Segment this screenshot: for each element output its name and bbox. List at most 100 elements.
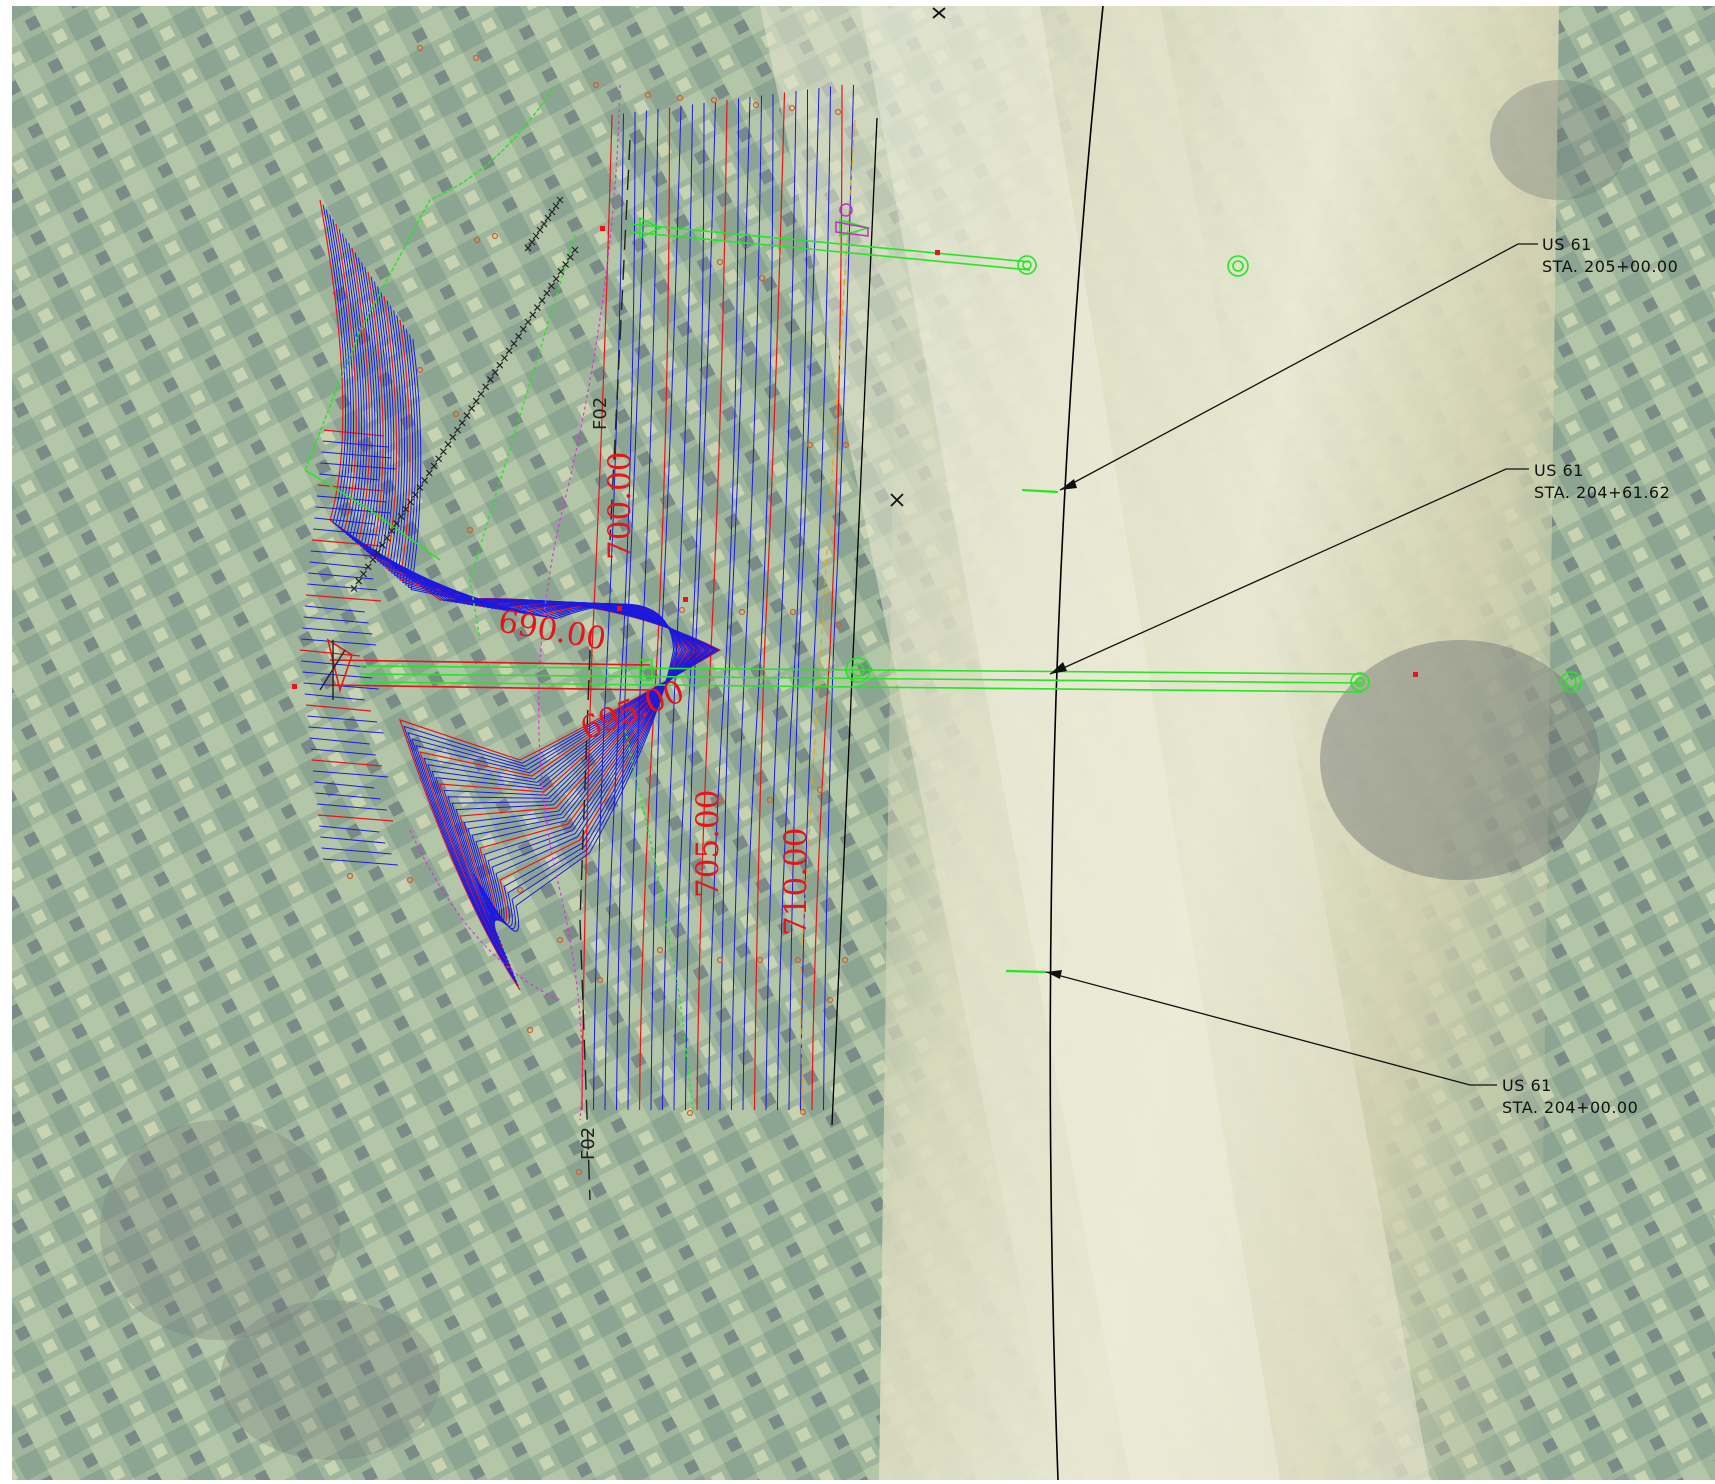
riprap-mark [454,426,461,434]
utility-symbols [835,203,869,237]
riprap-mark [430,462,438,470]
riprap-mark [515,332,523,340]
contour-line [338,228,712,967]
station-ticks [1005,488,1059,974]
riprap-mark [350,584,358,592]
callout-station-1: STA. 205+00.00 [1542,257,1678,276]
riprap-mark [374,548,382,556]
easement-line [799,119,856,1111]
riprap-mark [411,491,419,499]
riprap-mark [496,361,504,369]
contour-line [322,204,720,987]
riprap-mark [402,505,410,513]
alignment-label-f02-north: F02 [590,397,611,430]
riprap-mark [552,275,560,283]
survey-point [806,441,814,449]
riprap-mark [548,282,555,290]
riprap-mark [532,232,540,240]
headwall-structure [326,638,651,693]
grading-limit-lines [409,84,621,1121]
riprap-mark [543,289,551,297]
contour-line [311,759,383,767]
callout-station-2: STA. 204+61.62 [1534,483,1670,502]
riprap-mark [458,419,466,427]
riprap-mark [548,208,556,216]
survey-point [826,996,834,1004]
riprap-mark [524,318,532,326]
survey-point [575,1168,583,1176]
riprap-mark [416,484,424,492]
aerial-photo-background [12,6,1715,1480]
contour-line [302,627,373,635]
survey-point [466,526,474,534]
riprap-mark [524,244,532,252]
survey-point [452,410,460,418]
contour-line [302,671,373,679]
contour-line [313,528,379,536]
riprap-mark [439,448,447,456]
contour-line [314,517,375,525]
riprap-mark [556,196,564,204]
riprap-mark [536,226,544,234]
survey-point [738,608,746,616]
survey-point [756,956,764,964]
riprap-mark [562,260,570,268]
contour-line [310,550,386,558]
contour-line [396,315,683,922]
contour-line [321,451,392,459]
riprap-mark [519,325,527,333]
culvert-pipe-north[interactable] [629,216,1037,275]
riprap-mark [383,534,391,542]
riprap-mark [529,311,537,319]
survey-points [346,44,850,1176]
contour-line [731,95,762,1111]
riprap-mark [425,469,433,477]
contour-line [322,858,398,866]
contour-line [788,87,820,1111]
survey-point [416,366,424,374]
contour-line [742,93,774,1111]
contour-line [708,98,739,1111]
contour-line [303,616,369,624]
contour-line [329,214,717,979]
riprap-mark [463,412,471,420]
riprap-mark [369,556,377,564]
alignment-label-f02-south: F02 [578,1127,599,1160]
contour-line [410,339,675,932]
contour-line [364,267,699,935]
survey-point [686,1109,694,1117]
contour-line [811,84,843,1111]
contour-line [311,539,383,547]
contour-line [314,781,375,789]
riprap-mark [472,397,480,405]
contour-line [322,440,388,448]
callout-label-3: US 61 [1502,1076,1552,1095]
riprap-mark [388,527,396,535]
survey-point [766,796,774,804]
contour-line [616,110,647,1111]
riprap-mark [444,440,452,448]
riprap-mark [364,563,372,571]
contour-line [301,638,377,646]
survey-point [358,326,366,334]
callout-label-1: US 61 [1542,235,1592,254]
survey-point [491,232,499,240]
riprap-mark [449,433,457,441]
culvert-pipe-main[interactable] [359,657,1370,693]
us61-centerline [1049,5,1104,1481]
contour-line [319,199,722,991]
survey-point [816,786,824,794]
survey-point [834,621,842,629]
contour-line [341,233,710,963]
contour-line [317,484,384,492]
contour-line [320,462,396,470]
survey-point [596,976,604,984]
survey-point [556,936,564,944]
contour-line [323,429,385,437]
contour-lines-minor [301,84,854,1111]
survey-point [656,946,664,954]
contour-label-700: 700.00 [602,452,638,560]
contour-line [593,113,624,1111]
contour-line [304,605,365,613]
